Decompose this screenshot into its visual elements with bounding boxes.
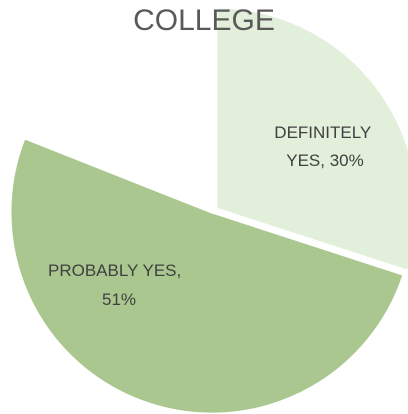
data-label-probably-yes: PROBABLY YES, 51% (48, 261, 186, 309)
pie-slices (8, 5, 408, 414)
data-label-definitely-yes: DEFINITELY YES, 30% (274, 123, 375, 170)
data-label-probably-yes-category: PROBABLY YES, (48, 261, 181, 280)
chart-title: COLLEGE (133, 4, 275, 37)
pie-slice-other (22, 8, 214, 215)
data-label-definitely-yes-sep: YES, (286, 151, 329, 170)
pie-slice-definitely-yes (214, 5, 408, 273)
data-label-probably-yes-value: 51% (102, 290, 136, 309)
data-label-definitely-yes-value: 30% (330, 151, 364, 170)
data-label-definitely-yes-category: DEFINITELY (274, 123, 371, 142)
pie-slice-probably-yes (8, 135, 407, 414)
